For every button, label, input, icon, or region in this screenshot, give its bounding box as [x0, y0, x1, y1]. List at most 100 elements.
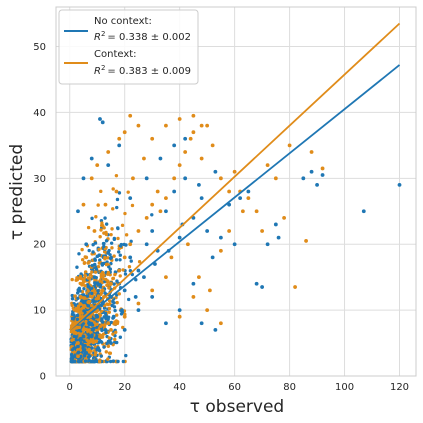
x-tick-label: 80	[283, 382, 296, 393]
data-point	[99, 309, 103, 313]
data-point	[90, 346, 94, 350]
data-point	[69, 330, 74, 334]
data-point-1	[122, 255, 127, 260]
data-point	[94, 215, 98, 219]
legend-box	[58, 9, 199, 85]
data-point-1	[320, 166, 325, 171]
data-point	[102, 315, 106, 319]
data-point	[118, 253, 122, 257]
data-point-0	[142, 275, 146, 280]
data-point	[81, 258, 85, 262]
data-point	[115, 197, 120, 202]
data-point	[71, 316, 76, 321]
y-axis-title: τ predicted	[7, 144, 27, 240]
plot-frame	[55, 6, 417, 377]
data-point-1	[76, 354, 80, 359]
data-point	[86, 276, 91, 280]
data-point	[118, 258, 122, 262]
data-point-1	[191, 295, 196, 299]
data-point-0	[144, 176, 149, 181]
data-point	[70, 297, 75, 301]
data-point	[73, 294, 77, 298]
data-point	[82, 309, 86, 313]
data-point-1	[227, 189, 232, 194]
data-point-1	[78, 295, 83, 299]
data-point	[81, 296, 86, 300]
data-point	[102, 273, 106, 277]
data-point-1	[273, 176, 278, 181]
data-point-1	[136, 229, 141, 233]
data-point	[95, 297, 99, 301]
fit-lines	[69, 22, 401, 331]
data-point	[83, 359, 88, 363]
data-point	[75, 317, 80, 322]
data-point-0	[213, 169, 218, 174]
y-tick-label: 10	[33, 306, 46, 317]
data-point	[115, 300, 119, 305]
data-point	[86, 300, 90, 304]
data-point	[111, 276, 116, 281]
fit-line-0	[69, 64, 401, 331]
data-point	[124, 353, 128, 358]
data-point	[123, 272, 128, 276]
data-point-1	[106, 321, 111, 326]
data-point-0	[122, 288, 127, 293]
x-tick-label: 20	[118, 382, 131, 393]
data-point	[107, 306, 112, 311]
data-point-0	[84, 242, 89, 247]
data-point	[70, 277, 74, 282]
data-point	[113, 337, 117, 342]
data-point-0	[103, 327, 108, 332]
data-point	[121, 325, 125, 330]
data-point-0	[87, 321, 91, 326]
data-point-1	[128, 242, 133, 247]
data-point-0	[76, 344, 80, 349]
data-point	[111, 207, 115, 211]
data-point	[107, 299, 112, 303]
data-point-1	[199, 123, 204, 128]
data-point	[116, 236, 120, 241]
data-point	[82, 286, 86, 291]
data-point	[76, 325, 81, 330]
data-point	[126, 297, 131, 302]
data-point-1	[254, 209, 259, 214]
data-point	[85, 328, 90, 332]
data-point	[82, 261, 87, 265]
data-point	[70, 312, 75, 316]
data-point	[137, 260, 142, 264]
data-point	[80, 323, 84, 327]
data-point	[104, 222, 109, 226]
data-point-0	[128, 255, 133, 260]
data-point-0	[276, 235, 281, 240]
data-point-1	[131, 176, 135, 181]
data-point-1	[210, 143, 215, 148]
data-point-0	[218, 235, 223, 240]
data-point	[109, 241, 114, 245]
data-point	[83, 273, 88, 278]
data-point	[115, 279, 119, 283]
data-point	[104, 277, 108, 282]
fit-line-1	[69, 22, 401, 331]
data-point	[101, 332, 106, 336]
data-point	[87, 341, 91, 345]
data-point-0	[120, 308, 124, 313]
data-point-0	[100, 120, 105, 125]
data-point	[86, 261, 90, 265]
data-point-1	[205, 123, 210, 128]
data-point	[93, 266, 98, 270]
data-point-1	[87, 347, 91, 352]
data-point-0	[106, 163, 111, 168]
data-point-0	[177, 235, 182, 240]
data-point	[103, 216, 107, 220]
data-point	[102, 231, 106, 235]
data-point	[118, 335, 123, 339]
data-point	[129, 239, 133, 244]
data-point	[72, 341, 76, 345]
y-tick-label: 40	[33, 108, 46, 119]
data-point	[86, 289, 90, 293]
data-point-0	[76, 209, 80, 214]
data-point	[83, 276, 87, 281]
data-point	[115, 313, 119, 317]
data-point-1	[117, 268, 122, 273]
x-tick-label: 60	[228, 382, 241, 393]
